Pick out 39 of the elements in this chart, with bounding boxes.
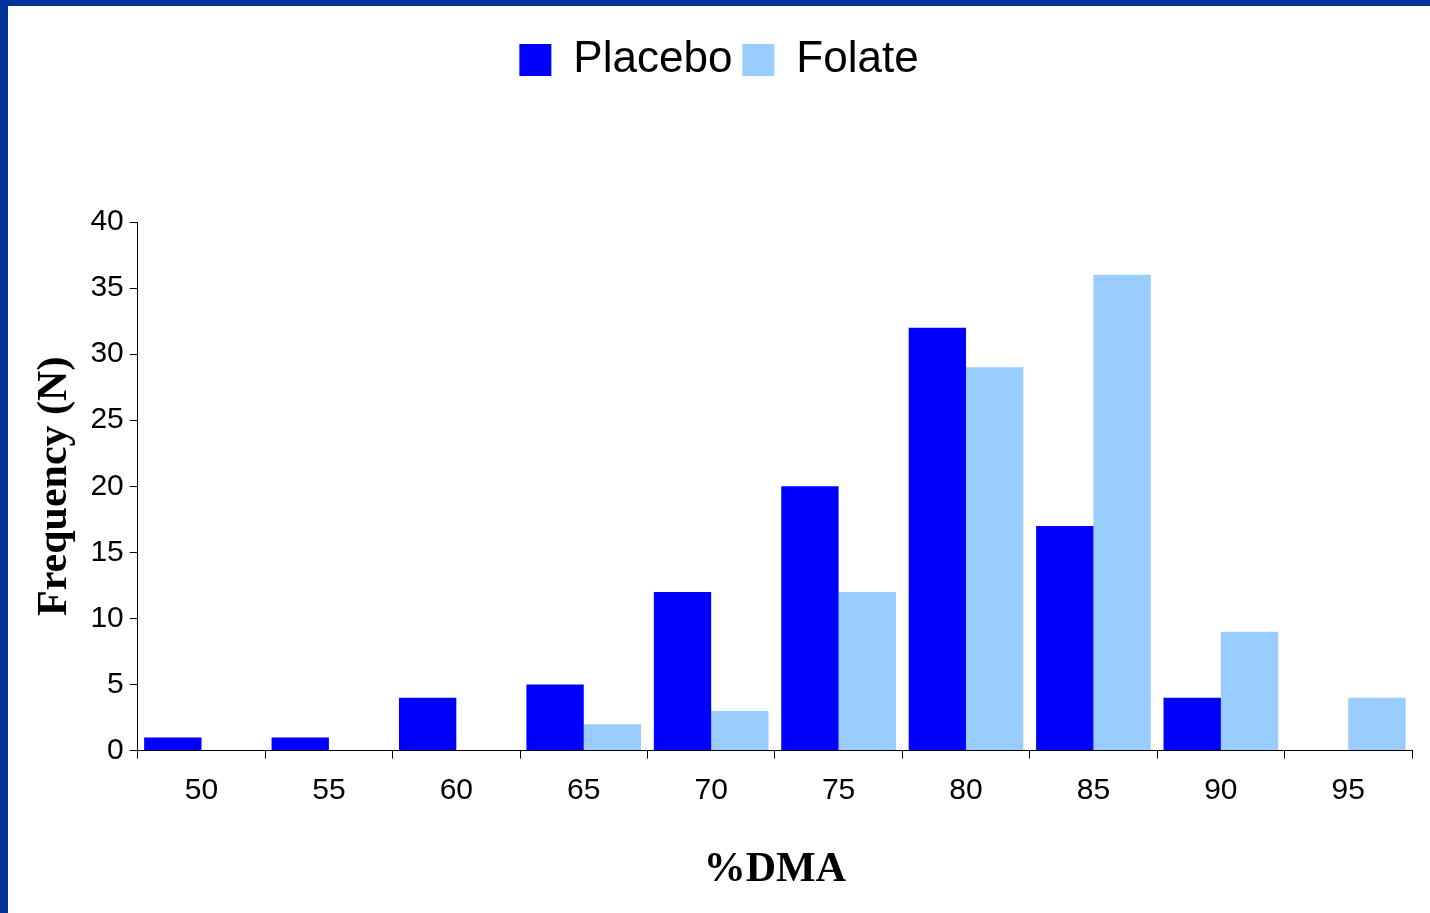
x-tick-label: 60 xyxy=(439,771,474,805)
bar xyxy=(1163,697,1221,751)
y-tick-label: 40 xyxy=(90,203,124,237)
bar xyxy=(1348,697,1406,751)
legend-label: Folate xyxy=(796,32,919,82)
bar xyxy=(583,724,642,751)
x-tick-label: 75 xyxy=(821,771,856,805)
bar xyxy=(1220,631,1279,751)
bar xyxy=(526,684,584,751)
y-tick-label: 5 xyxy=(107,665,124,699)
y-tick-label: 15 xyxy=(90,533,124,567)
bar xyxy=(1036,525,1094,751)
bar xyxy=(711,710,769,751)
y-tick-label: 35 xyxy=(90,269,124,303)
x-tick-label: 95 xyxy=(1331,771,1365,805)
x-tick-label: 70 xyxy=(694,771,728,805)
y-tick-label: 25 xyxy=(90,401,124,435)
x-axis-title: %DMA xyxy=(703,843,847,890)
x-tick-label: 85 xyxy=(1076,771,1111,805)
bar xyxy=(398,697,457,751)
y-tick-label: 0 xyxy=(107,731,124,765)
bar xyxy=(838,592,896,751)
x-tick-label: 90 xyxy=(1204,771,1238,805)
bar xyxy=(1093,274,1151,751)
bar xyxy=(966,367,1024,751)
bar xyxy=(653,592,712,751)
y-tick-label: 30 xyxy=(90,335,124,369)
bar xyxy=(271,737,329,751)
x-tick-label: 50 xyxy=(184,771,219,805)
bar xyxy=(908,327,967,751)
y-tick-label: 10 xyxy=(90,599,124,633)
y-tick-label: 20 xyxy=(90,467,124,501)
legend-label: Placebo xyxy=(573,32,733,82)
y-axis-title: Frequency (N) xyxy=(29,356,77,616)
bar xyxy=(144,737,202,751)
x-tick-label: 55 xyxy=(312,771,346,805)
x-tick-label: 65 xyxy=(567,771,601,805)
x-tick-label: 80 xyxy=(949,771,983,805)
bar xyxy=(781,486,839,751)
